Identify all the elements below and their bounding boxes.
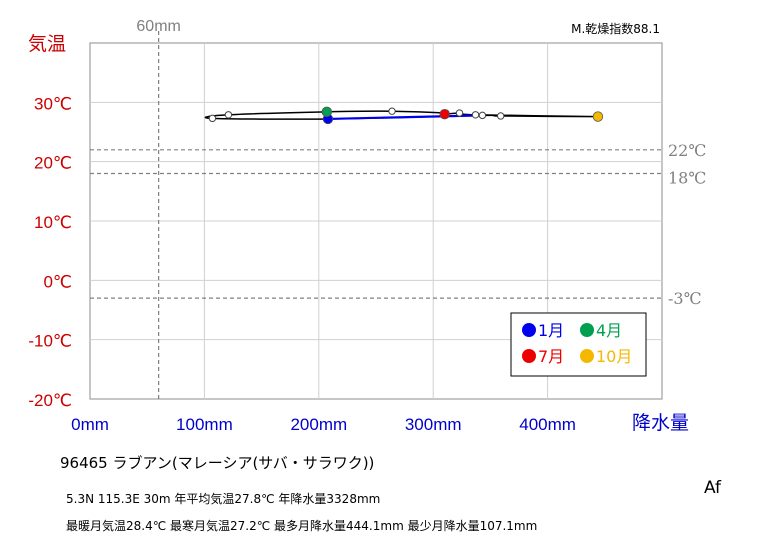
january-segment — [327, 114, 483, 121]
legend-label-7: 7月 — [538, 347, 564, 366]
legend-label-10: 10月 — [596, 347, 632, 366]
y-tick-label: 30℃ — [34, 94, 72, 113]
y-tick-label: -20℃ — [28, 391, 72, 410]
y-axis-title: 気温 — [28, 33, 66, 55]
climate-classification: Af — [704, 478, 722, 498]
x-tick-label: 200mm — [290, 415, 347, 434]
reference-lines: 60mm 22℃ 18℃ -3℃ — [90, 18, 706, 399]
x-tick-label: 100mm — [176, 415, 233, 434]
x-axis-title: 降水量 — [632, 412, 689, 434]
legend: 1月 4月 7月 10月 — [510, 312, 647, 377]
station-title: 96465 ラブアン(マレーシア(サバ・サラワク)) — [60, 454, 375, 472]
reference-label-precip: 60mm — [136, 18, 180, 35]
x-tick-labels: 0mm 100mm 200mm 300mm 400mm — [71, 415, 576, 434]
month-point-11 — [496, 112, 505, 120]
legend-label-4: 4月 — [596, 321, 622, 340]
legend-marker-1 — [522, 323, 536, 337]
month-point-12 — [478, 111, 487, 120]
x-tick-label: 0mm — [71, 415, 109, 434]
month-point-7 — [439, 108, 450, 120]
dryness-index: M.乾燥指数88.1 — [571, 21, 660, 36]
legend-marker-7 — [522, 349, 536, 363]
month-point-8 — [455, 109, 464, 117]
station-summary-line-2: 最暖月気温28.4℃ 最寒月気温27.2℃ 最多月降水量444.1mm 最少月降… — [66, 519, 538, 533]
legend-box — [510, 312, 647, 377]
month-point-4 — [321, 106, 333, 118]
month-point-3 — [224, 111, 233, 119]
month-point-9 — [471, 111, 480, 119]
grid-lines — [90, 43, 662, 399]
y-tick-label: 10℃ — [34, 213, 72, 232]
x-tick-label: 400mm — [519, 415, 576, 434]
reference-label-temp: 22℃ — [668, 141, 706, 160]
legend-marker-4 — [580, 323, 594, 337]
month-point-10 — [592, 111, 604, 122]
station-summary-line-1: 5.3N 115.3E 30m 年平均気温27.8℃ 年降水量3328mm — [66, 492, 381, 506]
y-tick-label: 20℃ — [34, 154, 72, 173]
month-point-2 — [208, 114, 217, 123]
legend-label-1: 1月 — [538, 321, 564, 340]
reference-label-temp: 18℃ — [668, 169, 706, 188]
y-tick-labels: 30℃ 20℃ 10℃ 0℃ -10℃ -20℃ — [28, 94, 72, 410]
reference-label-temp: -3℃ — [668, 289, 701, 308]
y-tick-label: 0℃ — [43, 272, 72, 291]
month-points — [208, 106, 604, 125]
x-tick-label: 300mm — [405, 415, 462, 434]
y-tick-label: -10℃ — [28, 332, 72, 351]
legend-marker-10 — [580, 349, 594, 363]
month-point-5 — [388, 107, 396, 115]
